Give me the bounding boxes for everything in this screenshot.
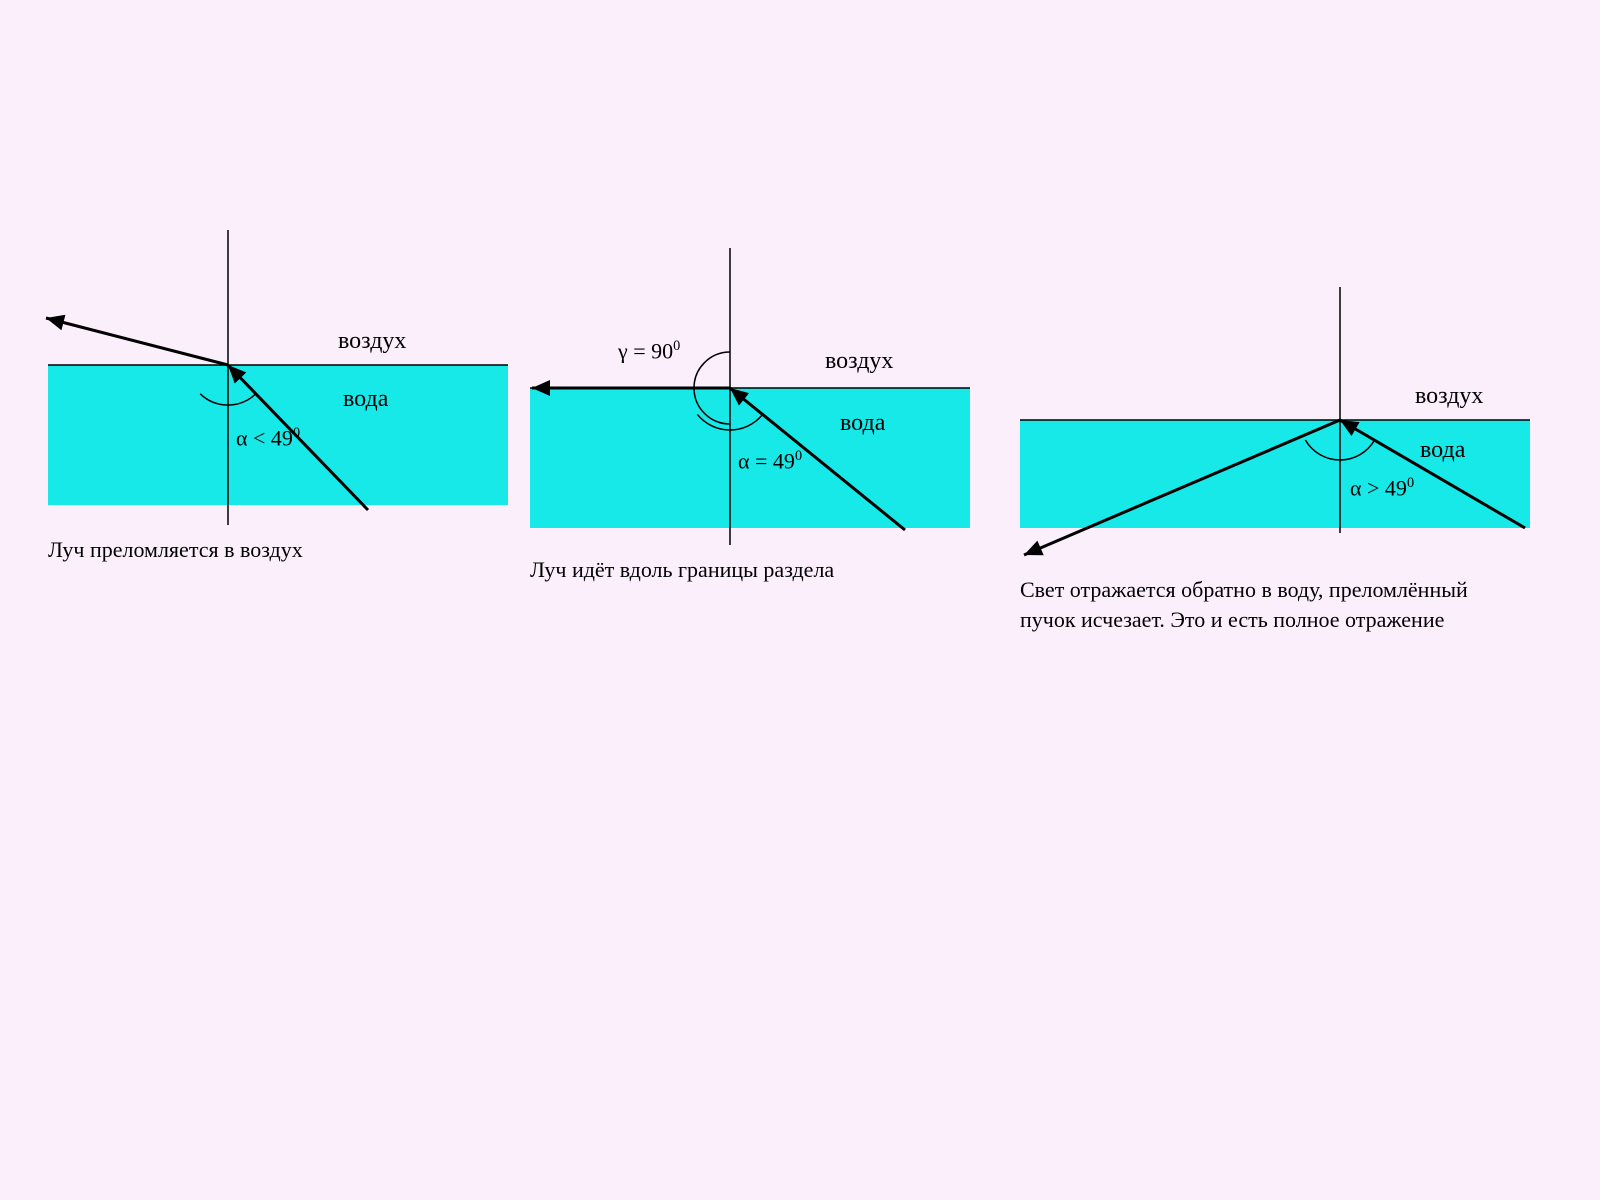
alpha-label-1: α < 490 bbox=[236, 425, 300, 451]
caption-3: Свет отражается обратно в воду, преломлё… bbox=[1020, 575, 1500, 634]
diagram-1-svg bbox=[48, 230, 508, 530]
water-label-1: вода bbox=[343, 386, 388, 413]
air-label-2: воздух bbox=[825, 348, 893, 375]
alpha-label-3: α > 490 bbox=[1350, 475, 1414, 501]
caption-1: Луч преломляется в воздух bbox=[48, 535, 468, 565]
refraction-panel-3: α > 490 воздух вода Свет отражается обра… bbox=[1020, 275, 1530, 580]
refraction-panel-1: α < 490 воздух вода Луч преломляется в в… bbox=[48, 230, 508, 535]
caption-2: Луч идёт вдоль границы раздела bbox=[530, 555, 870, 585]
gamma-label: γ = 900 bbox=[618, 338, 680, 364]
refraction-panel-2: α = 490 γ = 900 воздух вода Луч идёт вдо… bbox=[530, 230, 970, 555]
air-label-3: воздух bbox=[1415, 383, 1483, 410]
water-label-2: вода bbox=[840, 410, 885, 437]
air-label-1: воздух bbox=[338, 328, 406, 355]
diagram-2-svg bbox=[530, 230, 970, 550]
alpha-label-2: α = 490 bbox=[738, 448, 802, 474]
water-label-3: вода bbox=[1420, 437, 1465, 464]
diagram-3-svg bbox=[1020, 275, 1530, 575]
